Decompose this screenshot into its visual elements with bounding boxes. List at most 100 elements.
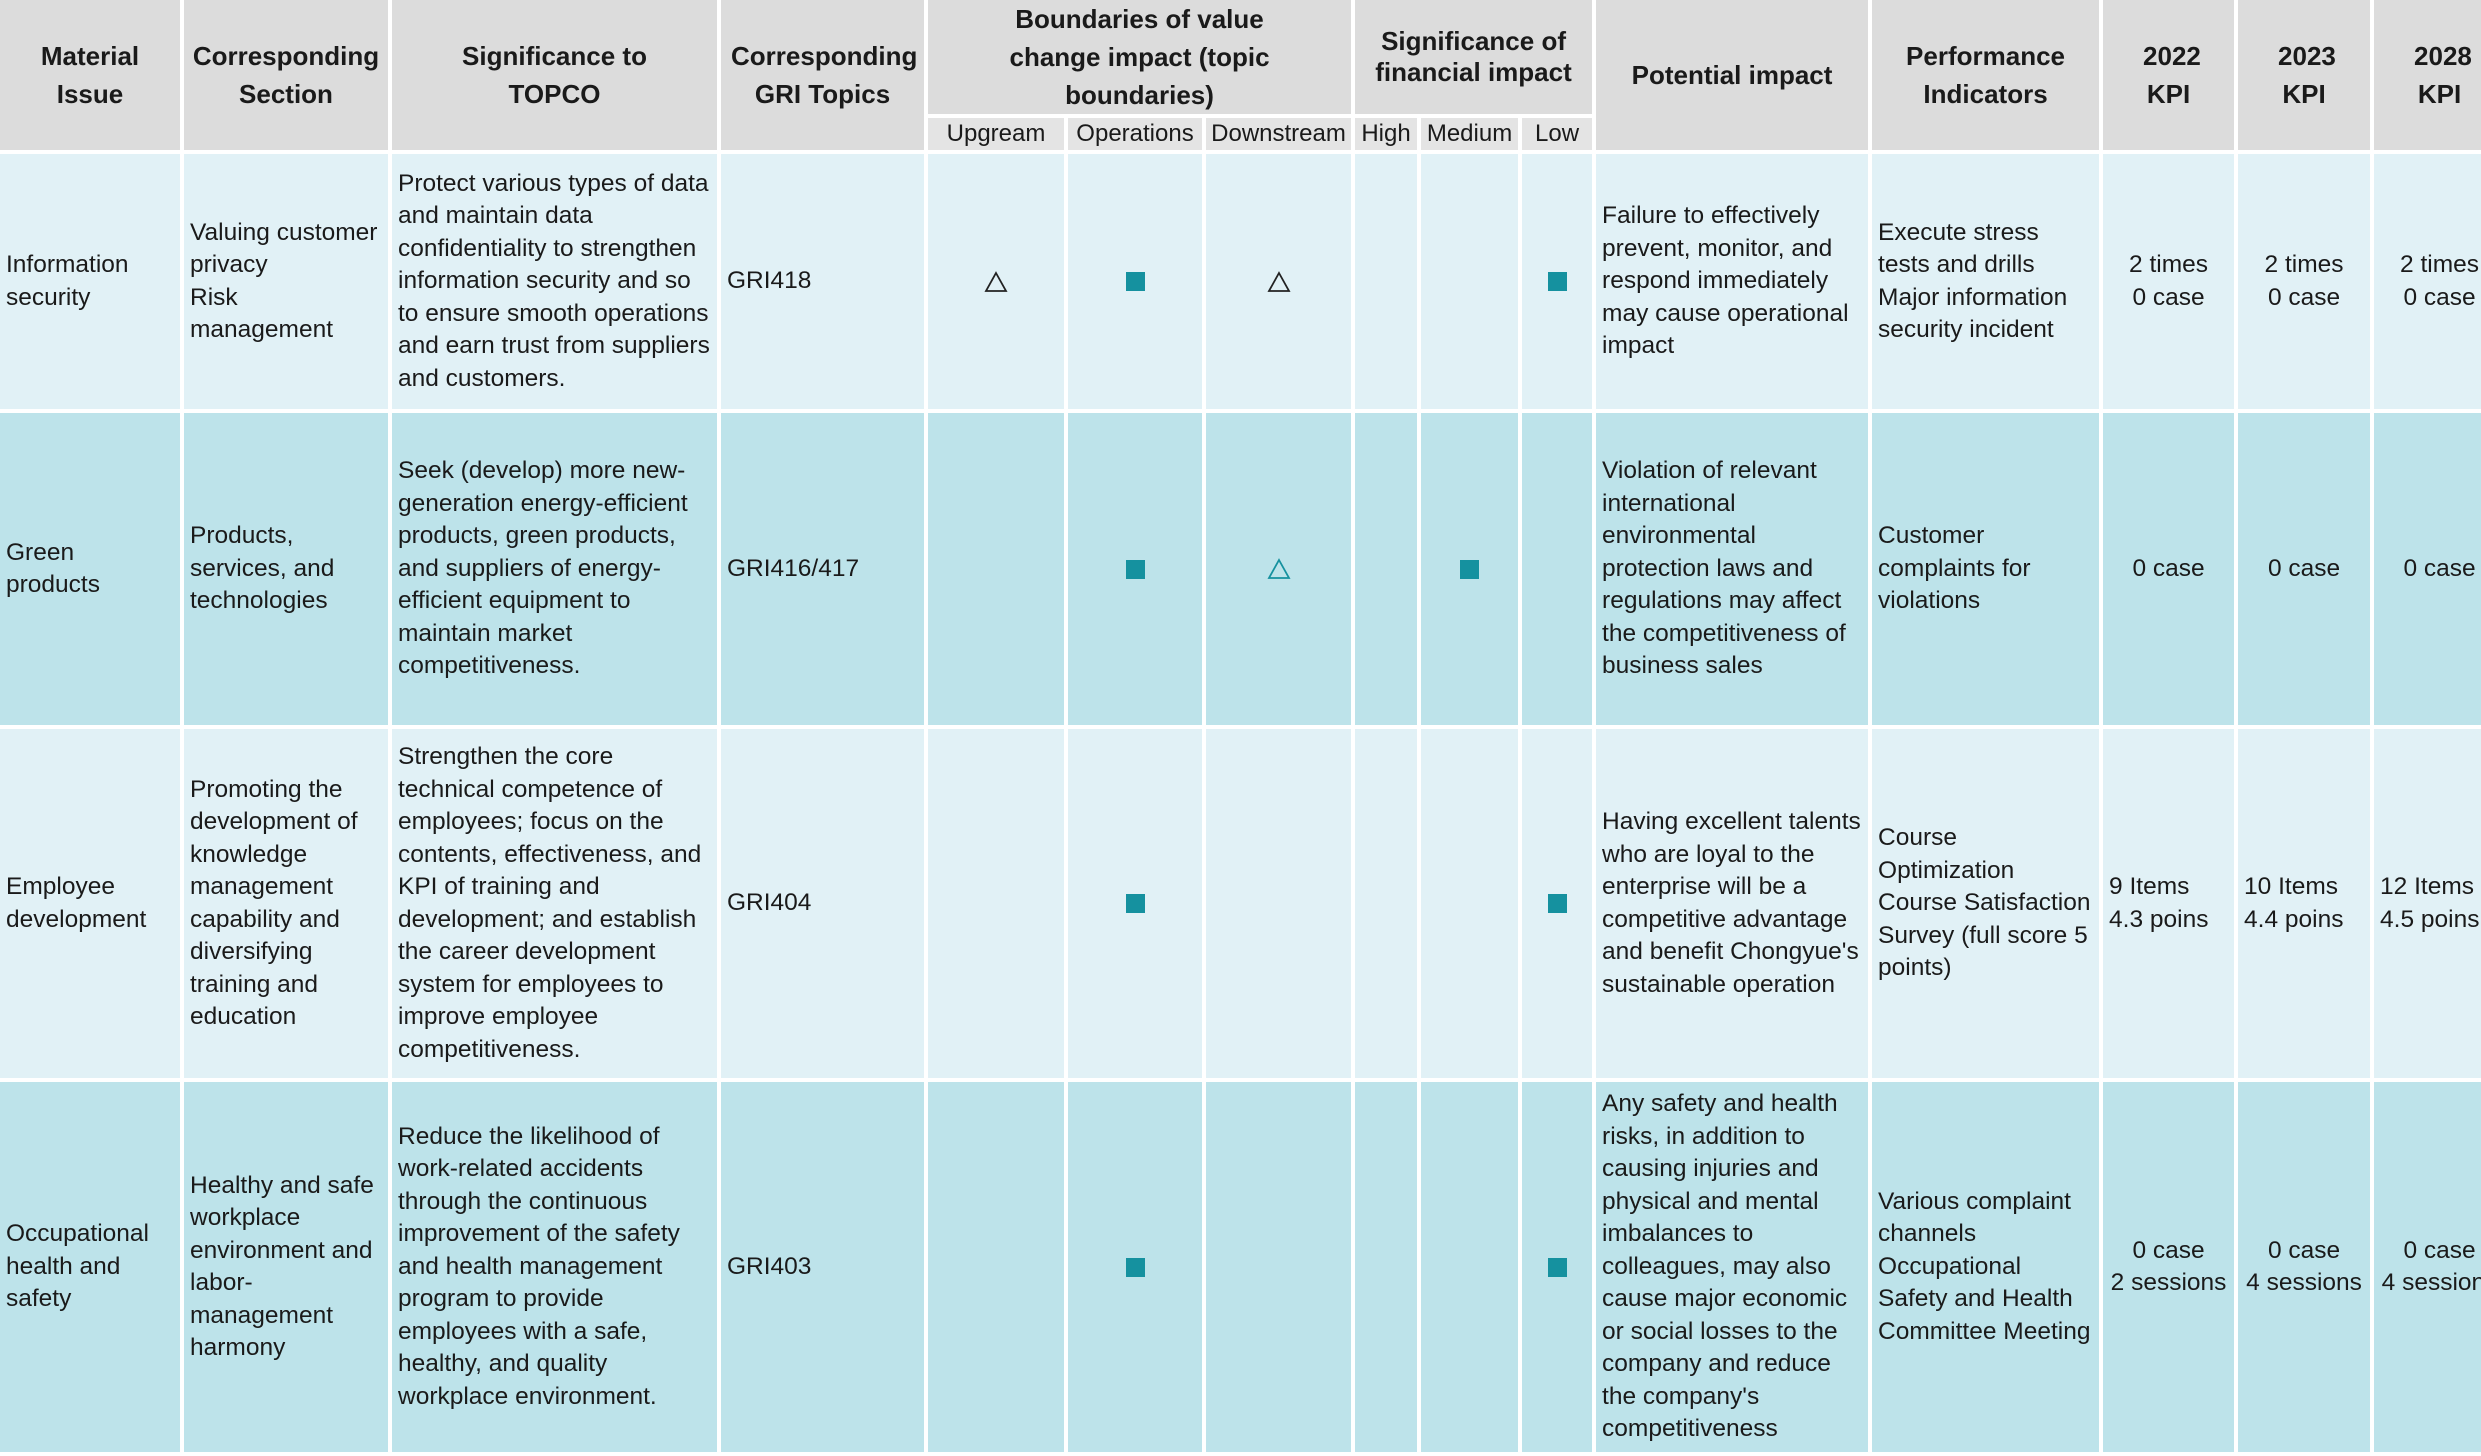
kpi-2023-cell-line: 0 case: [2267, 554, 2341, 582]
section-cell-line: Risk management: [190, 283, 334, 344]
downstream-cell: [1206, 154, 1352, 409]
triangle-marker-icon: [1266, 270, 1291, 292]
kpi-2022-cell-line: 9 Items: [2109, 873, 2190, 900]
indicators-cell: Customer complaints for violations: [1872, 413, 2100, 725]
material-issue-cell: Information security: [0, 154, 180, 409]
medium-cell: [1421, 729, 1519, 1078]
low-cell: [1522, 154, 1593, 409]
subheader-operations: Operations: [1068, 118, 1202, 150]
table-row: Information security Valuing customer pri…: [0, 154, 2481, 409]
material-issue-cell: Employee development: [0, 729, 180, 1078]
operations-cell: [1068, 154, 1202, 409]
downstream-cell: [1206, 413, 1352, 725]
header-kpi-2023: 2023 KPI: [2238, 0, 2371, 150]
kpi-2023-cell: 2 times 0 case: [2238, 154, 2371, 409]
subheader-downstream: Downstream: [1206, 118, 1352, 150]
kpi-2023-cell: 0 case: [2238, 413, 2371, 725]
header-boundaries: Boundaries of value change impact (topic…: [928, 0, 1352, 114]
kpi-2022-cell: 2 times 0 case: [2103, 154, 2235, 409]
header-potential: Potential impact: [1596, 0, 1869, 150]
kpi-2022-cell: 0 case 2 sessions: [2103, 1082, 2235, 1452]
section-cell: Products, services, and technologies: [184, 413, 388, 725]
kpi-2022-cell-line: 0 case: [2132, 554, 2205, 582]
potential-impact-cell: Violation of relevant international envi…: [1596, 413, 1869, 725]
section-cell-line: Products, services, and technologies: [190, 522, 335, 615]
high-cell: [1355, 1082, 1418, 1452]
high-cell: [1355, 729, 1418, 1078]
potential-impact-cell: Having excellent talents who are loyal t…: [1596, 729, 1869, 1078]
high-cell: [1355, 154, 1418, 409]
square-marker-icon: [1125, 1257, 1145, 1277]
header-section: Corresponding Section: [184, 0, 388, 150]
indicators-cell-line: Course Satisfaction Survey (full score 5…: [1878, 889, 2091, 982]
section-cell: Valuing customer privacy Risk management: [184, 154, 388, 409]
kpi-2022-cell-line: 2 sessions: [2110, 1269, 2227, 1296]
square-marker-icon: [1460, 559, 1480, 579]
upstream-cell: [928, 413, 1064, 725]
square-marker-icon: [1125, 272, 1145, 292]
indicators-cell: Various complaint channels Occupational S…: [1872, 1082, 2100, 1452]
significance-cell: Reduce the likelihood of work-related ac…: [392, 1082, 717, 1452]
gri-cell: GRI404: [721, 729, 924, 1078]
operations-cell: [1068, 413, 1202, 725]
kpi-2023-cell: 10 Items 4.4 poins: [2238, 729, 2371, 1078]
header-indicators: Performance Indicators: [1872, 0, 2100, 150]
kpi-2022-cell-line: 2 times: [2129, 251, 2209, 278]
kpi-2028-cell-line: 2 times: [2400, 251, 2480, 278]
significance-cell: Protect various types of data and mainta…: [392, 154, 717, 409]
subheader-low: Low: [1522, 118, 1593, 150]
square-marker-icon: [1125, 894, 1145, 914]
kpi-2023-cell-line: 4.4 poins: [2244, 905, 2344, 933]
indicators-cell-line: Execute stress tests and drills: [1878, 218, 2039, 279]
header-kpi-2022: 2022 KPI: [2103, 0, 2235, 150]
kpi-2022-cell-line: 4.3 poins: [2109, 905, 2209, 933]
kpi-2028-cell: 0 case: [2374, 413, 2481, 725]
gri-cell: GRI403: [721, 1082, 924, 1452]
medium-cell: [1421, 413, 1519, 725]
header-significance: Significance to TOPCO: [392, 0, 717, 150]
gri-cell: GRI416/417: [721, 413, 924, 725]
kpi-2028-cell: 0 case 4 sessions: [2374, 1082, 2481, 1452]
medium-cell: [1421, 1082, 1519, 1452]
kpi-2028-cell-line: 0 case: [2403, 1236, 2476, 1264]
section-cell: Healthy and safe workplace environment a…: [184, 1082, 388, 1452]
subheader-high: High: [1355, 118, 1418, 150]
kpi-2022-cell-line: 0 case: [2132, 283, 2205, 311]
section-cell-line: Promoting the development of knowledge m…: [190, 775, 358, 1031]
header-financial: Significance of financial impact: [1355, 0, 1593, 114]
kpi-2023-cell-line: 4 sessions: [2246, 1269, 2362, 1296]
kpi-2028-cell-line: 0 case: [2403, 554, 2476, 582]
header-kpi-2028: 2028 KPI: [2374, 0, 2481, 150]
low-cell: [1522, 413, 1593, 725]
downstream-cell: [1206, 729, 1352, 1078]
section-cell: Promoting the development of knowledge m…: [184, 729, 388, 1078]
upstream-cell: [928, 154, 1064, 409]
kpi-2028-cell-line: 12 Items: [2380, 873, 2474, 900]
kpi-2022-cell: 0 case: [2103, 413, 2235, 725]
triangle-marker-icon: [1266, 558, 1291, 580]
kpi-2022-cell-line: 0 case: [2132, 1236, 2205, 1264]
significance-cell: Strengthen the core technical competence…: [392, 729, 717, 1078]
kpi-2023-cell-line: 10 Items: [2244, 873, 2338, 900]
kpi-2028-cell: 2 times 0 case: [2374, 154, 2481, 409]
medium-cell: [1421, 154, 1519, 409]
kpi-2028-cell-line: 4.5 poins: [2380, 905, 2480, 933]
operations-cell: [1068, 1082, 1202, 1452]
section-cell-line: Healthy and safe workplace environment a…: [190, 1171, 374, 1362]
kpi-2023-cell: 0 case 4 sessions: [2238, 1082, 2371, 1452]
potential-impact-cell: Any safety and health risks, in addition…: [1596, 1082, 1869, 1452]
square-marker-icon: [1547, 272, 1567, 292]
kpi-2023-cell-line: 2 times: [2264, 251, 2344, 278]
header-gri: Corresponding GRI Topics: [721, 0, 924, 150]
indicators-cell: Execute stress tests and drills Major inf…: [1872, 154, 2100, 409]
indicators-cell-line: Customer complaints for violations: [1878, 522, 2031, 615]
indicators-cell: Course Optimization Course Satisfaction S…: [1872, 729, 2100, 1078]
indicators-cell-line: Major information security incident: [1878, 283, 2068, 344]
high-cell: [1355, 413, 1418, 725]
gri-cell: GRI418: [721, 154, 924, 409]
indicators-cell-line: Course Optimization: [1878, 824, 2015, 884]
upstream-cell: [928, 729, 1064, 1078]
kpi-2028-cell: 12 Items 4.5 poins: [2374, 729, 2481, 1078]
triangle-marker-icon: [984, 270, 1008, 292]
